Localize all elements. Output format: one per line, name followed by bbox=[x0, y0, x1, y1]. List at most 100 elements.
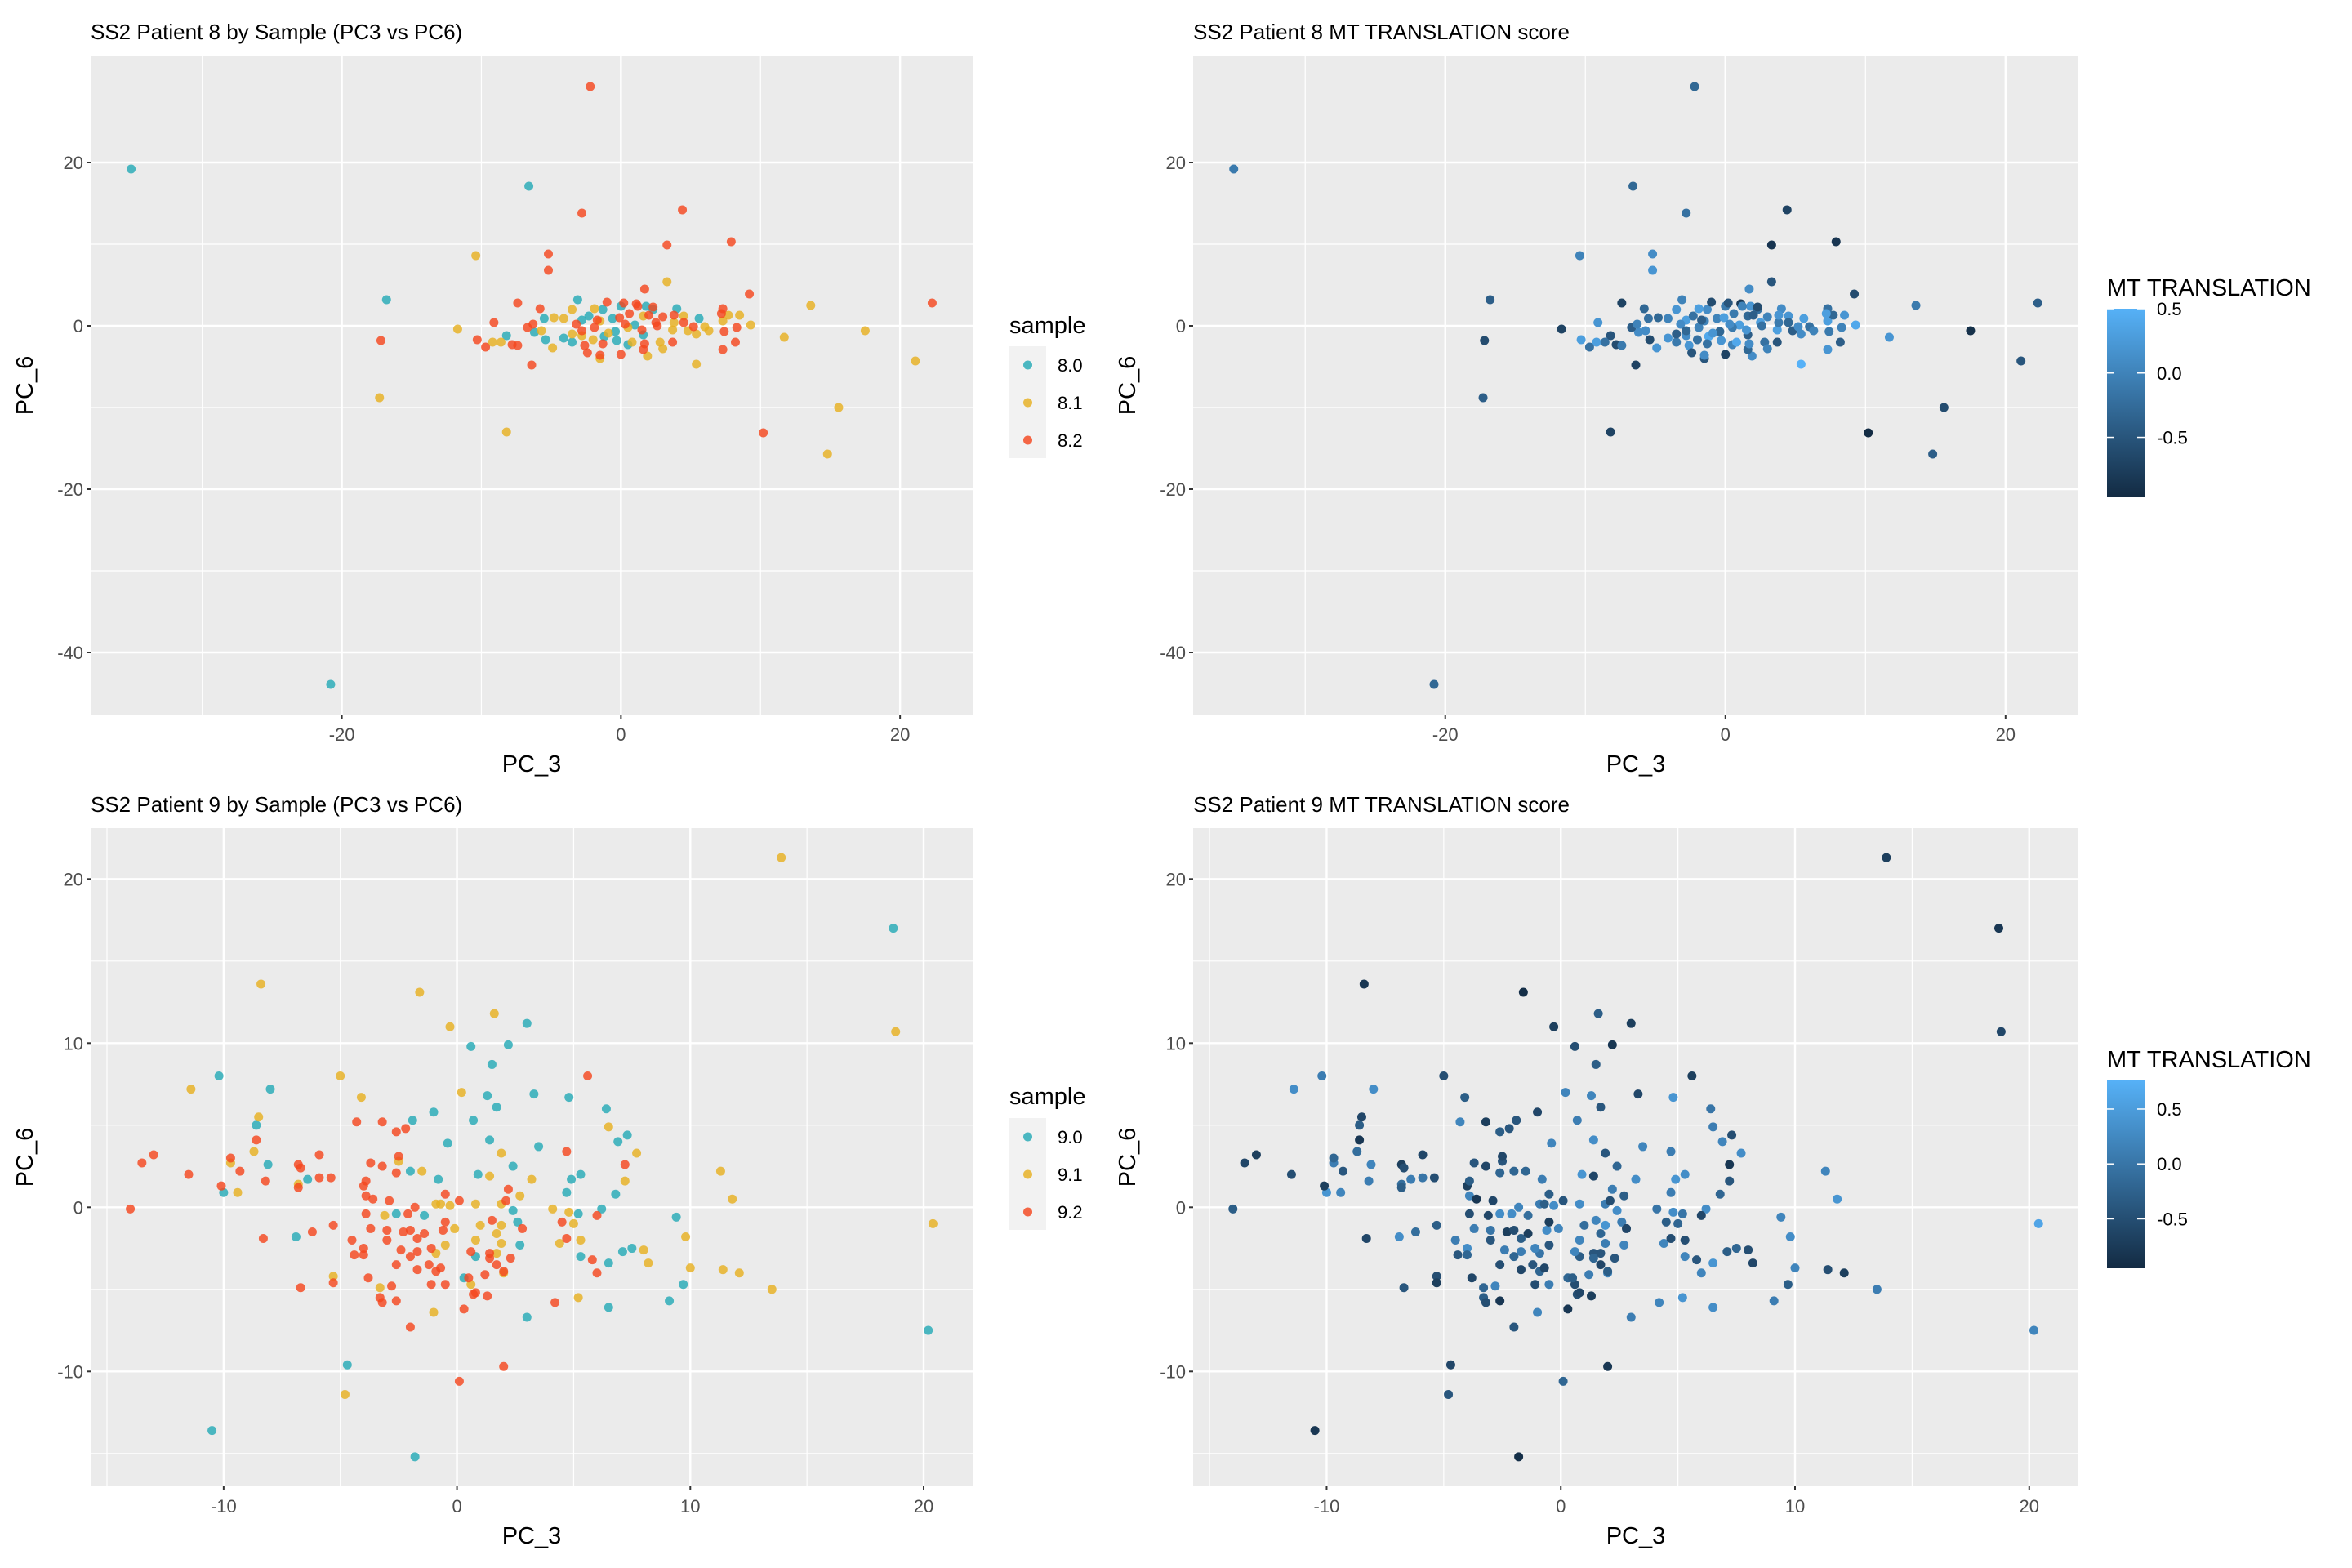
point-score bbox=[1831, 237, 1841, 247]
point-score bbox=[1528, 1260, 1538, 1270]
point-score bbox=[1702, 339, 1712, 349]
point-sample-9.2 bbox=[216, 1181, 226, 1191]
point-score bbox=[1479, 1283, 1489, 1293]
point-sample-8.2 bbox=[535, 304, 545, 314]
x-tick-label: 10 bbox=[1785, 1496, 1805, 1517]
point-score bbox=[1507, 1209, 1517, 1218]
point-score bbox=[1707, 297, 1717, 307]
legend-label: 9.1 bbox=[1058, 1165, 1083, 1185]
point-sample-9.0 bbox=[622, 1130, 632, 1140]
point-sample-9.2 bbox=[377, 1298, 387, 1307]
point-sample-8.0 bbox=[559, 333, 568, 343]
point-score bbox=[1708, 1258, 1718, 1268]
point-score bbox=[1653, 313, 1663, 323]
point-score bbox=[1514, 1202, 1524, 1212]
point-sample-9.1 bbox=[891, 1027, 901, 1036]
point-sample-9.0 bbox=[252, 1120, 261, 1130]
point-score bbox=[1708, 328, 1717, 338]
point-score bbox=[1622, 1223, 1632, 1233]
point-sample-8.0 bbox=[612, 336, 621, 345]
point-sample-9.2 bbox=[557, 1217, 567, 1227]
point-sample-9.2 bbox=[403, 1209, 413, 1218]
point-sample-9.2 bbox=[440, 1280, 450, 1290]
point-score bbox=[1690, 82, 1699, 91]
point-score bbox=[1568, 1273, 1578, 1283]
point-sample-9.2 bbox=[225, 1153, 235, 1163]
point-score bbox=[1793, 322, 1803, 332]
point-score bbox=[1523, 1228, 1533, 1238]
point-score bbox=[1516, 1247, 1526, 1257]
point-score bbox=[1429, 1173, 1439, 1183]
y-tick-label: 10 bbox=[1166, 1033, 1186, 1054]
point-sample-9.2 bbox=[412, 1247, 422, 1257]
point-sample-9.1 bbox=[256, 979, 266, 989]
point-sample-8.1 bbox=[718, 316, 728, 326]
panel-1: -20 0 20 20 0 -20 -40 SS2 Patient 8 by Sample (… bbox=[12, 20, 1086, 777]
point-sample-9.2 bbox=[485, 1254, 495, 1263]
point-sample-9.1 bbox=[450, 1223, 460, 1233]
point-sample-8.1 bbox=[668, 325, 678, 335]
point-score bbox=[1339, 1166, 1348, 1176]
point-sample-8.1 bbox=[568, 305, 577, 314]
point-score bbox=[1575, 1199, 1584, 1209]
point-score bbox=[1617, 1217, 1627, 1227]
point-sample-8.2 bbox=[572, 319, 581, 329]
point-sample-9.0 bbox=[534, 1142, 544, 1152]
point-score bbox=[1446, 1360, 1455, 1370]
point-sample-8.2 bbox=[513, 298, 523, 308]
point-score bbox=[1668, 1093, 1678, 1102]
point-sample-9.2 bbox=[396, 1245, 406, 1255]
point-score bbox=[1399, 1163, 1409, 1173]
point-sample-9.2 bbox=[440, 1217, 450, 1227]
point-sample-8.0 bbox=[598, 305, 608, 314]
point-sample-9.1 bbox=[492, 1249, 501, 1258]
point-sample-8.0 bbox=[608, 314, 617, 323]
point-score bbox=[1251, 1150, 1261, 1160]
point-score bbox=[1495, 1296, 1505, 1306]
point-score bbox=[1823, 316, 1833, 326]
point-sample-9.0 bbox=[391, 1209, 401, 1218]
legend-key-9.2 bbox=[1023, 1207, 1032, 1217]
point-score bbox=[1731, 1244, 1741, 1254]
point-sample-9.2 bbox=[387, 1281, 397, 1291]
panel-3: -10 0 10 20 20 10 0 -10 SS2 Patient 9 by Sample … bbox=[12, 792, 1086, 1549]
point-sample-8.2 bbox=[489, 318, 499, 327]
y-tick-label: -20 bbox=[1160, 479, 1186, 500]
point-score bbox=[1796, 359, 1806, 369]
point-sample-9.2 bbox=[261, 1176, 270, 1186]
point-sample-9.1 bbox=[470, 1199, 480, 1209]
point-score bbox=[1672, 337, 1682, 347]
point-score bbox=[1455, 1117, 1465, 1127]
point-score bbox=[1774, 310, 1784, 320]
point-score bbox=[1523, 1210, 1533, 1220]
point-sample-8.1 bbox=[692, 359, 702, 369]
point-sample-9.2 bbox=[592, 1210, 602, 1220]
y-tick-label: -10 bbox=[57, 1361, 83, 1382]
point-score bbox=[1639, 304, 1649, 314]
point-score bbox=[1725, 1160, 1735, 1169]
y-tick-label: -10 bbox=[1160, 1361, 1186, 1382]
point-score bbox=[1694, 323, 1704, 332]
point-score bbox=[1722, 1247, 1732, 1257]
point-sample-8.2 bbox=[679, 318, 688, 327]
point-score bbox=[1537, 1174, 1547, 1184]
point-sample-9.2 bbox=[438, 1225, 448, 1235]
point-sample-8.2 bbox=[598, 339, 608, 349]
point-score bbox=[1648, 249, 1658, 259]
point-score bbox=[1603, 1267, 1613, 1276]
point-score bbox=[1410, 1227, 1420, 1236]
point-sample-9.1 bbox=[685, 1263, 695, 1273]
legend-key-8.0 bbox=[1023, 360, 1032, 370]
point-score bbox=[1699, 350, 1709, 360]
point-sample-9.2 bbox=[562, 1147, 572, 1156]
point-score bbox=[1682, 326, 1691, 336]
point-sample-9.0 bbox=[889, 924, 898, 933]
point-sample-8.1 bbox=[568, 329, 577, 339]
point-score bbox=[1774, 318, 1784, 327]
point-score bbox=[1996, 1027, 2006, 1036]
point-sample-9.1 bbox=[186, 1085, 196, 1094]
point-score bbox=[1851, 320, 1860, 330]
point-score bbox=[1694, 304, 1704, 314]
point-sample-9.2 bbox=[377, 1117, 387, 1127]
